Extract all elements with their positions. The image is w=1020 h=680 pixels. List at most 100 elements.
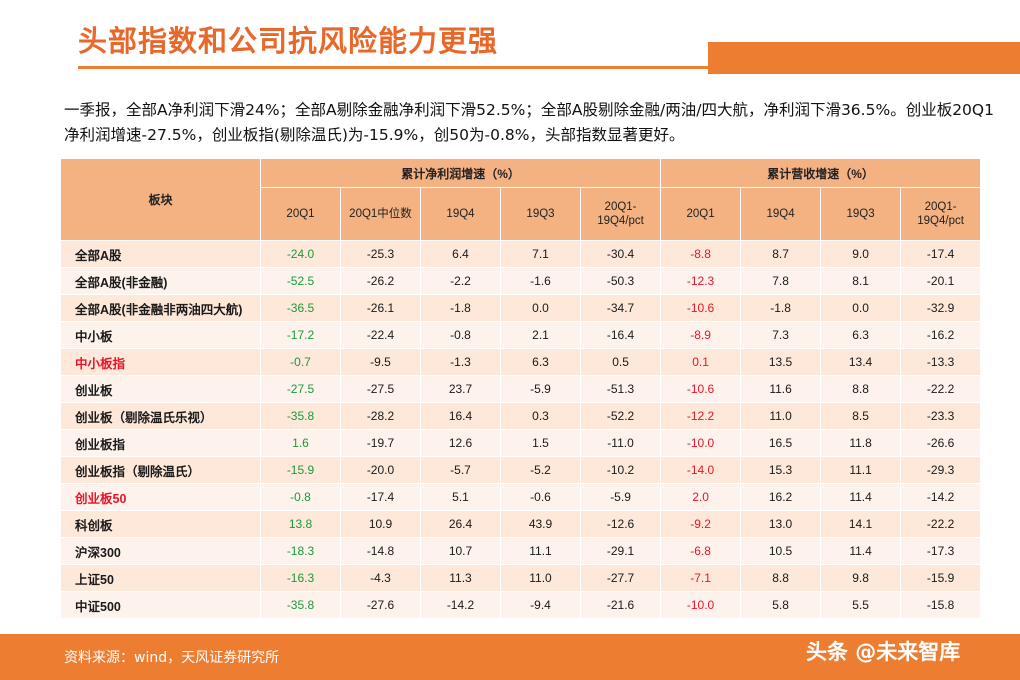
- table-cell: -16.4: [579, 321, 662, 349]
- table-cell: -14.2: [420, 591, 501, 619]
- table-cell: 1.6: [260, 429, 341, 457]
- col-header: 20Q1: [260, 187, 341, 241]
- table-cell: -9.4: [500, 591, 581, 619]
- table-cell: 6.4: [420, 240, 501, 268]
- table-cell: -27.5: [340, 375, 421, 403]
- col-header: 19Q4: [420, 187, 501, 241]
- table-row: 沪深300 -18.3 -14.8 10.7 11.1 -29.1 -6.8 10.5 11.4…: [60, 537, 982, 565]
- table-row: 中小板 -17.2 -22.4 -0.8 2.1 -16.4 -8.9 7.3 6.3 -16.2: [60, 321, 982, 349]
- table-cell: -35.8: [260, 591, 341, 619]
- row-label: 全部A股: [60, 240, 261, 268]
- table-cell: 11.0: [500, 564, 581, 592]
- table-cell: -0.8: [420, 321, 501, 349]
- table-cell: 0.0: [820, 294, 902, 322]
- table-cell: 8.8: [740, 564, 822, 592]
- table-cell: 11.8: [820, 429, 902, 457]
- table-cell: -18.3: [260, 537, 341, 565]
- table-cell: 11.4: [820, 483, 902, 511]
- table-cell: -21.6: [579, 591, 662, 619]
- table-cell: -26.6: [900, 429, 982, 457]
- table-cell: 7.1: [500, 240, 581, 268]
- row-label: 上证50: [60, 564, 261, 592]
- col-header: 19Q4: [740, 187, 822, 241]
- table-cell: -26.2: [340, 267, 421, 295]
- table-cell: -27.6: [340, 591, 421, 619]
- table-cell: -1.8: [740, 294, 822, 322]
- table-cell: 1.5: [500, 429, 581, 457]
- table-cell: -27.5: [260, 375, 341, 403]
- table-cell: -16.3: [260, 564, 341, 592]
- footer-bar: [0, 634, 1020, 680]
- col-header: 19Q3: [500, 187, 581, 241]
- row-label: 中小板指: [60, 348, 261, 376]
- table-cell: -28.2: [340, 402, 421, 430]
- performance-table: 板块 累计净利润增速（%） 累计营收增速（%） 20Q1 20Q1中位数 19Q…: [60, 158, 982, 619]
- row-label: 创业板50: [60, 483, 261, 511]
- table-cell: 13.4: [820, 348, 902, 376]
- table-cell: -13.3: [900, 348, 982, 376]
- table-cell: -9.2: [660, 510, 742, 538]
- table-cell: 10.7: [420, 537, 501, 565]
- table-cell: 8.5: [820, 402, 902, 430]
- table-cell: -25.3: [340, 240, 421, 268]
- col-header-pct: 20Q1- 19Q4/pct: [900, 187, 982, 241]
- source-note: 资料来源：wind，天风证券研究所: [64, 650, 280, 666]
- table-cell: -29.3: [900, 456, 982, 484]
- table-row: 创业板 -27.5 -27.5 23.7 -5.9 -51.3 -10.6 11.6 8.8 -2…: [60, 375, 982, 403]
- table-row: 全部A股 -24.0 -25.3 6.4 7.1 -30.4 -8.8 8.7 9.0 -17.4: [60, 240, 982, 268]
- table-cell: 16.2: [740, 483, 822, 511]
- row-label: 全部A股(非金融): [60, 267, 261, 295]
- table-cell: -10.6: [660, 294, 742, 322]
- table-cell: 6.3: [500, 348, 581, 376]
- table-cell: 5.5: [820, 591, 902, 619]
- table-cell: 0.3: [500, 402, 581, 430]
- table-cell: -5.9: [579, 483, 662, 511]
- table-cell: -8.8: [660, 240, 742, 268]
- table-cell: -10.2: [579, 456, 662, 484]
- table-row: 全部A股(非金融非两油四大航) -36.5 -26.1 -1.8 0.0 -34.7 -10…: [60, 294, 982, 322]
- table-cell: -20.1: [900, 267, 982, 295]
- page-title: 头部指数和公司抗风险能力更强: [78, 24, 499, 58]
- table-cell: 11.6: [740, 375, 822, 403]
- table-cell: 26.4: [420, 510, 501, 538]
- sub-header-row: 20Q1 20Q1中位数 19Q4 19Q3 20Q1- 19Q4/pct 20Q…: [61, 187, 982, 241]
- table-cell: 9.8: [820, 564, 902, 592]
- watermark: 头条 @未来智库: [806, 640, 961, 664]
- table-cell: 7.8: [740, 267, 822, 295]
- col-header-pct: 20Q1- 19Q4/pct: [579, 187, 662, 241]
- table-cell: -4.3: [340, 564, 421, 592]
- row-label: 创业板（剔除温氏乐视）: [60, 402, 261, 430]
- table-cell: 11.3: [420, 564, 501, 592]
- table-cell: 5.8: [740, 591, 822, 619]
- table-cell: -20.0: [340, 456, 421, 484]
- table-cell: 2.1: [500, 321, 581, 349]
- table-cell: 6.3: [820, 321, 902, 349]
- table-cell: -14.8: [340, 537, 421, 565]
- corner-header: 板块: [60, 158, 261, 241]
- table-cell: -5.7: [420, 456, 501, 484]
- table-cell: -10.0: [660, 591, 742, 619]
- table-cell: -2.2: [420, 267, 501, 295]
- summary-text: 一季报，全部A净利润下滑24%；全部A剔除金融净利润下滑52.5%；全部A股剔除…: [64, 101, 994, 144]
- table-cell: -36.5: [260, 294, 341, 322]
- table-cell: -12.6: [579, 510, 662, 538]
- table-cell: -24.0: [260, 240, 341, 268]
- table-cell: -29.1: [579, 537, 662, 565]
- table-cell: -12.3: [660, 267, 742, 295]
- col-header: 19Q3: [820, 187, 902, 241]
- table-cell: -11.0: [579, 429, 662, 457]
- table-cell: -0.8: [260, 483, 341, 511]
- table-cell: 5.1: [420, 483, 501, 511]
- table-cell: -8.9: [660, 321, 742, 349]
- row-label: 中小板: [60, 321, 261, 349]
- table-cell: 8.7: [740, 240, 822, 268]
- table-cell: 13.0: [740, 510, 822, 538]
- table-cell: -7.1: [660, 564, 742, 592]
- table-cell: -23.3: [900, 402, 982, 430]
- table-cell: -22.2: [900, 510, 982, 538]
- table-cell: -51.3: [579, 375, 662, 403]
- table-cell: 11.1: [500, 537, 581, 565]
- table-cell: 11.4: [820, 537, 902, 565]
- table-cell: 8.8: [820, 375, 902, 403]
- table-cell: -30.4: [579, 240, 662, 268]
